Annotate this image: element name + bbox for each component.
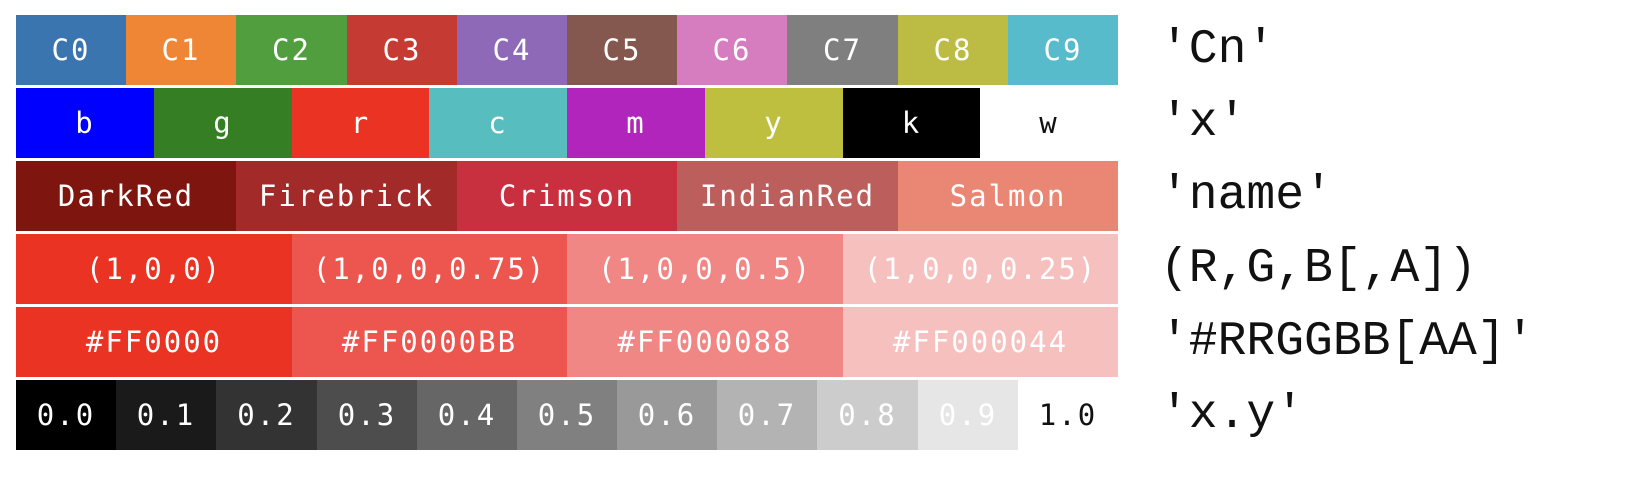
- color-swatch: C1: [126, 15, 236, 85]
- color-swatch: 0.5: [517, 380, 617, 450]
- color-swatch: C9: [1008, 15, 1118, 85]
- color-swatch: 0.4: [417, 380, 517, 450]
- color-swatch: g: [154, 88, 292, 158]
- color-swatch: Crimson: [457, 161, 677, 231]
- color-swatch: (1,0,0,0.5): [567, 234, 843, 304]
- color-swatch: 0.7: [717, 380, 817, 450]
- color-swatch: k: [843, 88, 980, 158]
- color-swatch: m: [567, 88, 705, 158]
- row-label-grayscale: 'x.y': [1160, 388, 1305, 442]
- color-swatch: #FF0000BB: [292, 307, 567, 377]
- color-swatch: w: [980, 88, 1118, 158]
- row-label-single-letter: 'x': [1160, 96, 1247, 150]
- color-swatch: r: [292, 88, 429, 158]
- row-label-rgba-tuple: (R,G,B[,A]): [1160, 242, 1477, 296]
- color-swatch: (1,0,0): [16, 234, 292, 304]
- color-swatch: 0.6: [617, 380, 717, 450]
- swatch-row-rgba-tuple: (1,0,0) (1,0,0,0.75) (1,0,0,0.5) (1,0,0,0.2…: [16, 234, 1118, 304]
- color-swatch: #FF000044: [843, 307, 1118, 377]
- color-swatch: 0.0: [16, 380, 116, 450]
- color-swatch: 0.2: [216, 380, 317, 450]
- color-swatch: C8: [898, 15, 1008, 85]
- color-swatch: IndianRed: [677, 161, 898, 231]
- color-swatch: Firebrick: [236, 161, 457, 231]
- color-swatch: DarkRed: [16, 161, 236, 231]
- row-label-cycle-colors: 'Cn': [1160, 23, 1276, 77]
- swatch-row-cycle-colors: C0 C1 C2 C3 C4 C5 C6 C7 C8 C9: [16, 15, 1118, 85]
- color-swatch: C0: [16, 15, 126, 85]
- swatch-row-hex: #FF0000 #FF0000BB #FF000088 #FF000044: [16, 307, 1118, 377]
- color-swatch: C3: [347, 15, 457, 85]
- row-label-hex: '#RRGGBB[AA]': [1160, 315, 1535, 369]
- color-swatch: b: [16, 88, 154, 158]
- color-swatch: c: [429, 88, 567, 158]
- color-swatch: 0.3: [317, 380, 417, 450]
- color-swatch: Salmon: [898, 161, 1118, 231]
- color-swatch: C7: [787, 15, 898, 85]
- color-swatch: #FF0000: [16, 307, 292, 377]
- color-swatch: (1,0,0,0.25): [843, 234, 1118, 304]
- color-swatch: 0.9: [918, 380, 1018, 450]
- color-swatch: #FF000088: [567, 307, 843, 377]
- color-swatch: C6: [677, 15, 787, 85]
- color-swatch: 1.0: [1018, 380, 1118, 450]
- color-swatch: y: [705, 88, 843, 158]
- color-swatch: 0.8: [817, 380, 918, 450]
- color-swatch: 0.1: [116, 380, 216, 450]
- color-swatch: C4: [457, 15, 567, 85]
- row-label-named-colors: 'name': [1160, 169, 1333, 223]
- swatch-row-named-colors: DarkRed Firebrick Crimson IndianRed Salmon: [16, 161, 1118, 231]
- color-swatch: C2: [236, 15, 347, 85]
- color-swatch: (1,0,0,0.75): [292, 234, 567, 304]
- color-swatch: C5: [567, 15, 677, 85]
- swatch-row-grayscale: 0.0 0.1 0.2 0.3 0.4 0.5 0.6 0.7 0.8 0.9 1.0: [16, 380, 1118, 450]
